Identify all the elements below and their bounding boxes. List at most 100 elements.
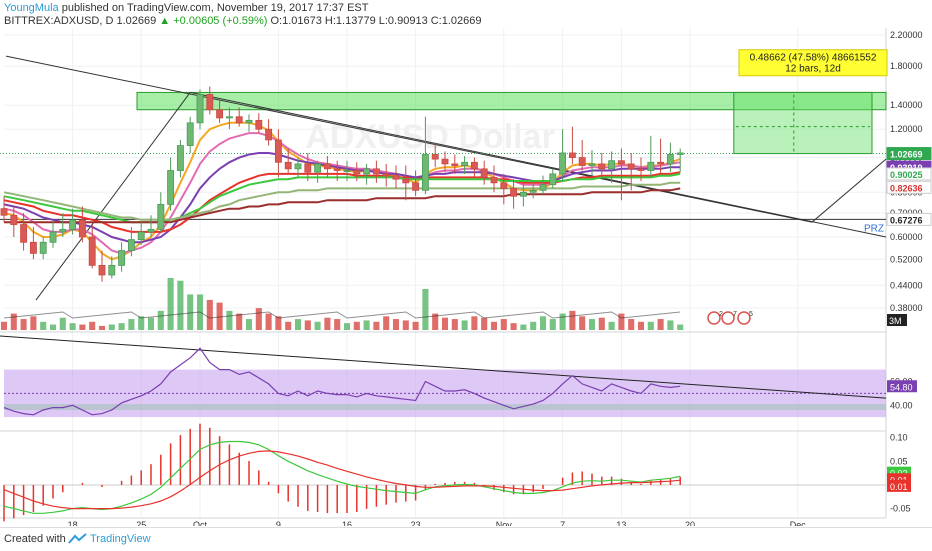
- candle: [608, 160, 616, 170]
- volume-bar: [598, 317, 605, 330]
- candle: [323, 163, 331, 170]
- price-tick-label: 2.20000: [890, 30, 923, 40]
- candle: [676, 152, 684, 155]
- candle: [69, 219, 77, 230]
- price-label: 0.82636: [890, 183, 923, 193]
- volume-bar: [628, 319, 635, 330]
- volume-bar: [481, 317, 488, 330]
- ma-line: [4, 187, 681, 224]
- volume-bar: [89, 321, 96, 330]
- candle: [578, 157, 586, 166]
- price-tick-label: 0.38000: [890, 303, 923, 313]
- candle: [294, 163, 302, 170]
- rsi-lower-zone: [4, 404, 886, 410]
- candle: [617, 160, 625, 165]
- candle: [255, 119, 263, 130]
- volume-bar: [588, 319, 596, 330]
- price-tick-label: 1.20000: [890, 124, 923, 134]
- macd-tick-label: -0.05: [890, 504, 911, 514]
- volume-bar: [451, 319, 458, 330]
- author-link[interactable]: YoungMula: [4, 2, 59, 14]
- created-with-label: Created with: [4, 533, 66, 545]
- ma-line: [3, 132, 681, 255]
- candle: [441, 158, 449, 165]
- volume-bar: [530, 321, 537, 330]
- candle: [549, 173, 557, 186]
- measure-tooltip-text: 0.48662 (47.58%) 48661552: [750, 53, 877, 64]
- publish-info: published on TradingView.com, November 1…: [61, 2, 369, 14]
- time-tick-label: 23: [411, 520, 421, 526]
- tradingview-link[interactable]: TradingView: [90, 533, 151, 545]
- chart-area[interactable]: ADXUSD Dollar 0.48662 (47.58%) 4866155212…: [0, 28, 932, 526]
- price-change: ▲ +0.00605 (+0.59%): [159, 15, 268, 27]
- symbol-line: BITTREX:ADXUSD, D 1.02669 ▲ +0.00605 (+0…: [4, 15, 482, 27]
- candle: [431, 154, 439, 160]
- volume-bar: [657, 319, 664, 330]
- volume-bar: [402, 320, 409, 330]
- volume-bars: [0, 278, 684, 330]
- event-count: 2: [719, 311, 723, 318]
- time-tick-label: Dec: [790, 520, 807, 526]
- candle: [49, 231, 57, 243]
- watermark: ADXUSD Dollar: [305, 118, 554, 156]
- candle: [588, 163, 596, 166]
- price-tick-label: 1.80000: [890, 61, 923, 71]
- chart-header: YoungMula published on TradingView.com, …: [0, 0, 932, 28]
- volume-bar: [187, 294, 194, 330]
- macd-line: [3, 450, 681, 510]
- trend-line: [35, 92, 191, 301]
- volume-bar: [167, 278, 174, 330]
- candle: [235, 116, 243, 124]
- candle: [274, 139, 282, 163]
- candle: [176, 145, 184, 171]
- last-price: 1.02669: [116, 15, 157, 27]
- candle: [412, 182, 420, 191]
- volume-bar: [20, 319, 27, 330]
- volume-bar: [128, 319, 135, 330]
- volume-bar: [549, 319, 556, 330]
- rsi-line: [3, 347, 681, 416]
- candle: [88, 236, 96, 266]
- volume-bar: [79, 324, 86, 330]
- volume-bar: [569, 310, 576, 330]
- price-label: 1.02669: [890, 150, 923, 160]
- volume-bar: [245, 319, 253, 330]
- volume-bar: [363, 320, 370, 330]
- candle: [559, 152, 567, 175]
- symbol-name[interactable]: BITTREX:ADXUSD, D: [4, 15, 114, 27]
- price-label-bg: [886, 212, 932, 226]
- time-tick-label: Oct: [193, 520, 208, 526]
- candle: [118, 250, 126, 266]
- candle: [343, 170, 351, 172]
- time-tick-label: Nov: [496, 520, 513, 526]
- candle: [265, 128, 273, 141]
- measure-tooltip-bg: [738, 49, 888, 77]
- volume-bar: [294, 319, 302, 330]
- macd-pane: 0.100.05-0.050.020.010.01: [3, 423, 911, 522]
- measure-tooltip-text: 12 bars, 12d: [785, 64, 841, 75]
- volume-bar: [647, 321, 654, 330]
- volume-bar: [500, 319, 507, 330]
- time-tick-label: 25: [136, 520, 146, 526]
- volume-bar: [392, 319, 400, 330]
- volume-bar: [216, 302, 223, 330]
- time-tick-label: 13: [616, 520, 626, 526]
- candle: [382, 173, 390, 177]
- volume-bar: [579, 316, 586, 330]
- candle: [0, 208, 8, 216]
- volume-bar: [667, 320, 674, 330]
- price-tick-label: 1.40000: [890, 100, 923, 110]
- price-label: 0.90025: [890, 170, 923, 180]
- candle: [519, 191, 527, 197]
- volume-bar: [236, 313, 243, 330]
- volume-bar: [157, 310, 164, 330]
- macd-tick-label: 0.05: [890, 456, 908, 466]
- volume-bar: [432, 313, 439, 330]
- earnings-icon: [737, 311, 751, 325]
- candle: [598, 163, 606, 170]
- volume-bar: [30, 316, 37, 330]
- ma-line: [3, 121, 681, 261]
- volume-bar: [520, 324, 527, 330]
- volume-bar: [285, 321, 292, 330]
